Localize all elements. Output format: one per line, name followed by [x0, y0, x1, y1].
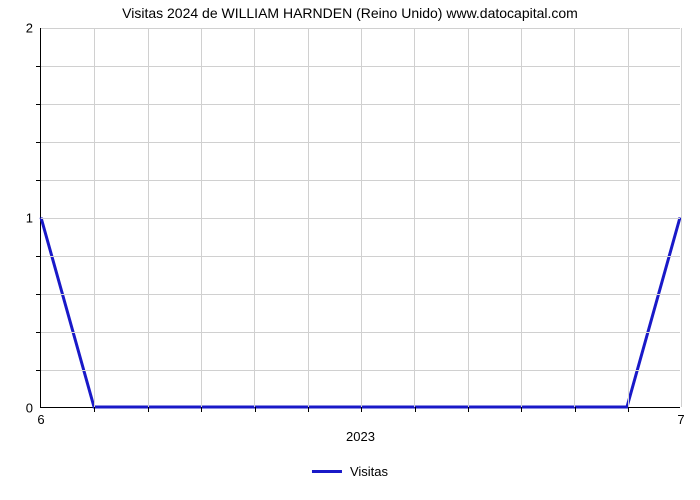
grid-line: [41, 294, 680, 295]
x-axis-label: 2023: [346, 407, 375, 444]
legend-label: Visitas: [350, 464, 388, 479]
x-tick: [201, 407, 202, 412]
x-tick: [148, 407, 149, 412]
x-tick: [308, 407, 309, 412]
x-tick: [94, 407, 95, 412]
x-tick: [255, 407, 256, 412]
y-tick: [36, 180, 41, 181]
grid-line: [41, 28, 680, 29]
grid-line: [41, 180, 680, 181]
x-tick: [628, 407, 629, 412]
x-tick-label: 7: [677, 407, 684, 427]
grid-line: [41, 142, 680, 143]
x-tick: [361, 407, 362, 412]
y-tick: [36, 294, 41, 295]
y-tick: [36, 142, 41, 143]
x-tick: [468, 407, 469, 412]
y-tick: [36, 370, 41, 371]
chart-title: Visitas 2024 de WILLIAM HARNDEN (Reino U…: [0, 5, 700, 21]
y-tick-label: 1: [26, 211, 41, 226]
grid-line: [41, 218, 680, 219]
plot-area: 2023 01267: [40, 28, 680, 408]
legend-swatch: [312, 470, 342, 473]
grid-line: [41, 332, 680, 333]
grid-line: [41, 104, 680, 105]
y-tick: [36, 332, 41, 333]
y-tick: [36, 104, 41, 105]
y-tick: [36, 256, 41, 257]
grid-line: [681, 28, 682, 407]
grid-line: [41, 370, 680, 371]
y-tick: [36, 66, 41, 67]
legend: Visitas: [312, 464, 388, 479]
x-tick: [521, 407, 522, 412]
grid-line: [41, 256, 680, 257]
x-tick: [415, 407, 416, 412]
y-tick-label: 2: [26, 21, 41, 36]
x-tick: [575, 407, 576, 412]
grid-line: [41, 66, 680, 67]
x-tick-label: 6: [37, 407, 44, 427]
